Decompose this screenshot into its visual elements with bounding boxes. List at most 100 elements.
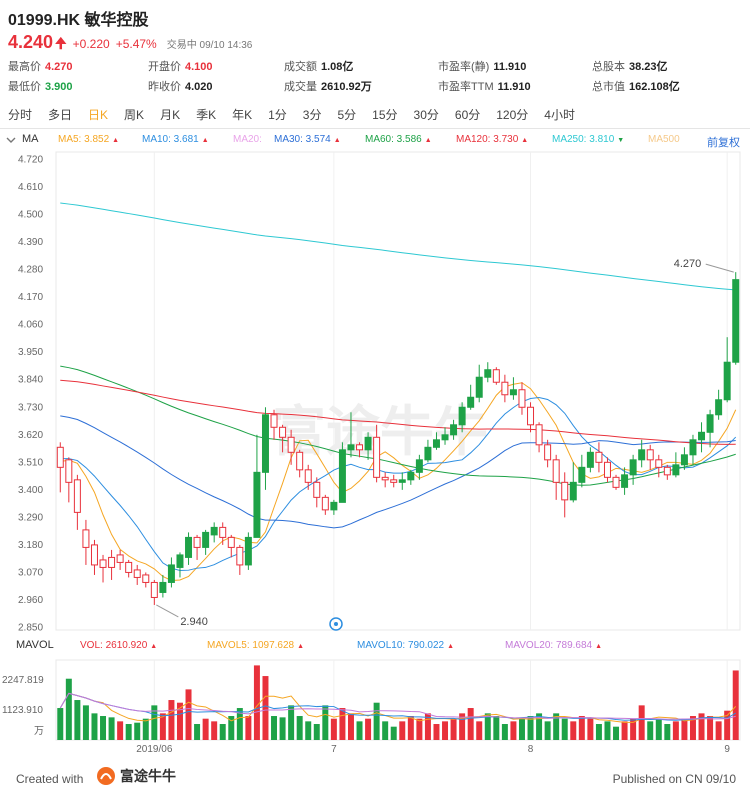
candle-body: [569, 481, 577, 501]
candle-body: [655, 459, 663, 468]
tab-13[interactable]: 120分: [496, 108, 529, 122]
collapse-chevron-icon[interactable]: [6, 135, 16, 145]
ma-item: MA500: [648, 134, 680, 145]
price-tick-label: 2.960: [18, 595, 43, 606]
ma-item: MA250: 3.810 ▼: [552, 134, 625, 145]
candle-body: [82, 529, 90, 548]
stat-low: 最低价 3.900: [8, 81, 73, 93]
tab-2[interactable]: 日K: [88, 108, 109, 122]
ma-item: MA60: 3.586 ▲: [365, 134, 432, 145]
tab-3[interactable]: 周K: [124, 108, 145, 122]
candle-body: [261, 414, 269, 473]
volume-bar: [544, 721, 551, 740]
ma120-line: [60, 379, 736, 445]
volume-bar: [219, 724, 226, 740]
candle-body: [723, 361, 731, 401]
volume-bar: [672, 721, 679, 740]
tab-4[interactable]: 月K: [160, 108, 181, 122]
candle-body: [492, 369, 500, 383]
candle-body: [193, 536, 201, 548]
price-tick-label: 4.280: [18, 265, 43, 276]
price-tick-label: 2.850: [18, 622, 43, 633]
mavol-item: MAVOL5: 1097.628 ▲: [207, 640, 305, 651]
candle-body: [133, 569, 141, 578]
candle-body: [373, 436, 381, 478]
volume-bar: [271, 716, 278, 740]
candle-body: [672, 464, 680, 476]
price-tick-label: 4.390: [18, 237, 43, 248]
crosshair-toggle-icon[interactable]: [329, 617, 343, 631]
ma-title: MA: [22, 133, 39, 145]
tab-9[interactable]: 5分: [337, 108, 357, 122]
tab-10[interactable]: 15分: [372, 108, 398, 122]
price-change: +0.220: [72, 37, 110, 51]
kline-chart[interactable]: 4.720 4.610 4.500 4.390 4.280 4.170 4.060 3.950…: [0, 0, 750, 760]
high-annotation: 4.270: [674, 258, 702, 270]
volume-bar: [630, 718, 637, 740]
candle-body: [90, 544, 98, 566]
candle-body: [142, 574, 150, 583]
volume-bar: [305, 721, 312, 740]
candle-body: [56, 446, 64, 468]
volume-bar: [707, 716, 714, 740]
candle-body: [715, 399, 723, 416]
volume-bar: [553, 713, 560, 740]
candle-body: [159, 581, 167, 593]
stat-total-shares: 总股本 38.23亿: [592, 61, 668, 73]
volume-bar: [681, 718, 688, 740]
tab-14[interactable]: 4小时: [544, 108, 575, 122]
volume-tick-label: 2247.819: [2, 675, 44, 686]
volume-bar: [134, 722, 141, 740]
adjust-toggle[interactable]: 前复权: [707, 137, 740, 149]
volume-bar: [527, 716, 534, 740]
candle-body: [330, 501, 338, 511]
candle-body: [612, 476, 620, 488]
ma-legend: MA MA5: 3.852 ▲ MA10: 3.681 ▲ MA20: MA30: …: [0, 131, 750, 149]
tab-7[interactable]: 1分: [268, 108, 287, 122]
volume-bar: [698, 713, 705, 740]
mavol-item: VOL: 2610.920 ▲: [80, 640, 158, 651]
volume-bar: [442, 721, 449, 740]
tab-8[interactable]: 3分: [302, 108, 322, 122]
volume-bar: [108, 717, 115, 740]
volume-bar: [689, 716, 696, 740]
volume-bar: [647, 721, 654, 740]
volume-bar: [347, 713, 354, 740]
ma-item: MA30: 3.574 ▲: [274, 134, 341, 145]
candle-body: [638, 449, 646, 461]
candle-body: [544, 444, 552, 461]
volume-bar: [185, 689, 192, 740]
published-label: Published on CN 09/10: [612, 772, 736, 786]
mavol-legend: MAVOL VOL: 2610.920 ▲ MAVOL5: 1097.628 ▲ M…: [0, 637, 750, 655]
tab-12[interactable]: 60分: [454, 108, 481, 122]
volume-bar: [613, 726, 620, 740]
candle-body: [475, 376, 483, 398]
price-tick-label: 3.950: [18, 347, 43, 358]
volume-unit-label: 万: [34, 726, 44, 737]
candle-body: [287, 436, 295, 453]
month-label: 2019/06: [136, 744, 173, 755]
candle-body: [202, 531, 210, 548]
volume-bar: [715, 721, 722, 740]
volume-bar: [322, 705, 329, 740]
candle-body: [467, 396, 475, 408]
tab-0[interactable]: 分时: [8, 108, 33, 122]
mavol-item: MAVOL10: 790.022 ▲: [357, 640, 455, 651]
tab-11[interactable]: 30分: [413, 108, 439, 122]
volume-bar: [450, 718, 457, 740]
period-tabs: 分时 多日 日K 周K 月K 季K 年K 1分 3分 5分 15分 30分 60分 120分 4小时: [0, 104, 750, 126]
candle-body: [364, 436, 372, 451]
futu-logo-icon: [97, 767, 115, 785]
tab-5[interactable]: 季K: [196, 108, 217, 122]
volume-bar: [151, 705, 158, 740]
volume-bar: [330, 718, 337, 740]
tab-6[interactable]: 年K: [232, 108, 253, 122]
tab-1[interactable]: 多日: [48, 108, 73, 122]
volume-bar: [125, 724, 132, 740]
candle-body: [356, 444, 364, 451]
volume-bar: [501, 724, 508, 740]
candle-body: [484, 369, 492, 378]
volume-bar: [159, 713, 166, 740]
footer: Created with 富途牛牛 Published on CN 09/10: [0, 758, 750, 800]
candle-body: [65, 459, 73, 483]
